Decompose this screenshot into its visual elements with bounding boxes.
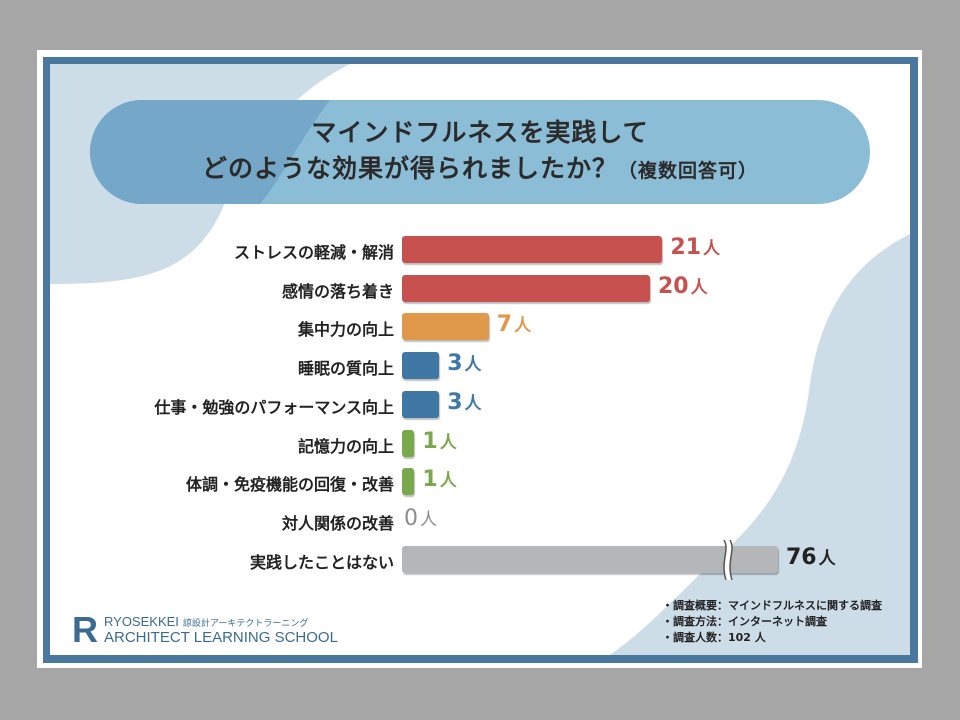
category-label: 記憶力の向上	[297, 436, 394, 456]
bar	[402, 313, 489, 341]
category-label: 実践したことはない	[249, 552, 394, 572]
category-label: 仕事・勉強のパフォーマンス向上	[154, 397, 394, 417]
title-banner-shade	[90, 100, 330, 204]
category-label: 感情の落ち着き	[281, 281, 394, 301]
axis-break-icon	[723, 539, 733, 580]
value-unit: 人	[703, 239, 721, 259]
title-line-2: どのような効果が得られましたか？（複数回答可）	[202, 151, 758, 189]
value-number: 1	[422, 467, 438, 493]
value-unit: 人	[420, 509, 437, 530]
value-label: 20 人	[658, 273, 708, 299]
bar	[402, 429, 415, 457]
value-unit: 人	[818, 548, 836, 569]
title-banner: マインドフルネスを実践して どのような効果が得られましたか？（複数回答可）	[90, 100, 870, 204]
value-number: 20	[658, 273, 689, 299]
value-unit: 人	[439, 471, 457, 492]
logo-name-jp: 諒設計アーキテクトラーニング	[182, 618, 309, 628]
value-unit: 人	[439, 432, 457, 453]
value-label: 21 人	[670, 234, 720, 260]
category-label: 集中力の向上	[297, 320, 394, 340]
survey-summary: ・調査概要：マインドフルネスに関する調査	[662, 599, 882, 612]
infographic-card: マインドフルネスを実践して どのような効果が得られましたか？（複数回答可） スト…	[50, 64, 910, 655]
chart-title: マインドフルネスを実践して どのような効果が得られましたか？（複数回答可）	[90, 100, 870, 204]
category-label: ストレスの軽減・解消	[233, 243, 394, 262]
value-number: 76	[786, 544, 817, 570]
bar	[402, 545, 778, 573]
logo-line-1: RYOSEKKEI 諒設計アーキテクトラーニング	[104, 614, 308, 629]
logo-line-2: ARCHITECT LEARNING SCHOOL	[104, 629, 338, 646]
value-unit: 人	[514, 316, 532, 337]
title-question: どのような効果が得られましたか？	[201, 154, 618, 183]
title-line-1: マインドフルネスを実践して	[311, 118, 649, 147]
value-unit: 人	[464, 393, 482, 414]
category-label: 対人関係の改善	[281, 513, 394, 533]
value-number: 1	[422, 428, 438, 454]
title-note: （複数回答可）	[618, 160, 759, 182]
value-unit: 人	[464, 355, 482, 376]
value-label: 76 人	[786, 544, 836, 570]
survey-count: ・調査人数：102 人	[662, 631, 766, 644]
value-unit: 人	[690, 277, 708, 298]
bar	[402, 352, 440, 380]
value-number: 21	[670, 235, 702, 260]
bottom-right-wave	[610, 234, 910, 655]
category-label: 睡眠の質向上	[297, 359, 394, 379]
category-label: 体調・免疫機能の回復・改善	[185, 475, 394, 495]
survey-info: ・調査概要：マインドフルネスに関する調査 ・調査方法：インターネット調査 ・調査…	[662, 598, 882, 646]
value-number: 3	[447, 351, 463, 377]
logo-mark: R	[72, 609, 98, 650]
bar	[402, 236, 663, 263]
value-number: 3	[447, 389, 463, 415]
bar	[402, 274, 650, 302]
value-number: 7	[496, 312, 513, 338]
bar	[402, 468, 415, 496]
logo-name: RYOSEKKEI	[104, 614, 179, 629]
value-number: 0	[404, 505, 418, 531]
bar	[402, 390, 440, 418]
survey-method: ・調査方法：インターネット調査	[662, 615, 827, 628]
